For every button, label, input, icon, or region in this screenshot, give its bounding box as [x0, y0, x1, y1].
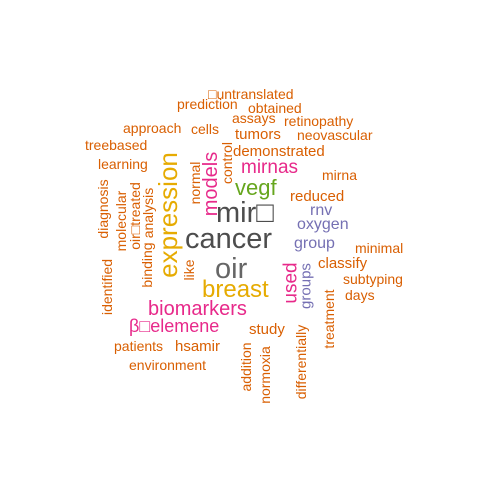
word-group: group [294, 235, 335, 252]
word-oir: oir [215, 253, 248, 285]
word-study: study [249, 321, 285, 338]
word-reduced: reduced [290, 188, 345, 205]
word-normoxia: normoxia [257, 346, 273, 404]
word-minimal: minimal [355, 240, 404, 256]
word-tumors: tumors [235, 126, 281, 143]
word-identified: identified [99, 258, 115, 316]
word-control: control [219, 141, 235, 185]
word-analysis: analysis [140, 187, 156, 239]
word-assays: assays [232, 110, 276, 126]
word-binding: binding [139, 242, 155, 288]
word-classify: classify [318, 255, 368, 272]
word-retinopathy: retinopathy [284, 113, 354, 129]
word-patients: patients [114, 338, 164, 354]
word-cells: cells [191, 121, 220, 137]
word-untranslated: □untranslated [208, 86, 294, 102]
word-approach: approach [123, 120, 182, 136]
word-treebased: treebased [85, 137, 148, 153]
word-learning: learning [98, 156, 148, 172]
word-vegf: vegf [235, 175, 277, 200]
word-demonstrated: demonstrated [233, 143, 325, 160]
word-like: like [181, 259, 197, 281]
word-days: days [345, 287, 375, 303]
word-normal: normal [187, 161, 203, 205]
word-diagnosis: diagnosis [95, 179, 111, 239]
word-neovascular: neovascular [297, 127, 373, 143]
word-hsamir: hsamir [175, 338, 221, 355]
word-breast: breast [202, 276, 269, 303]
word-rnv: rnv [310, 202, 333, 219]
word-biomarkers: biomarkers [148, 298, 247, 320]
word-mirnas: mirnas [241, 157, 299, 178]
word-obtained: obtained [248, 100, 302, 116]
word-cancer: cancer [185, 223, 273, 255]
word-environment: environment [129, 357, 207, 373]
word-mirna: mirna [322, 167, 358, 183]
word-mir: mir□ [216, 197, 274, 229]
word-subtyping: subtyping [343, 271, 403, 287]
word-expression: expression [153, 152, 183, 278]
word-treatment: treatment [321, 289, 337, 349]
word-addition: addition [238, 342, 254, 392]
word-prediction: prediction [177, 96, 238, 112]
word-differentially: differentially [293, 324, 309, 400]
word-groups: groups [297, 263, 315, 309]
word-models: models [200, 151, 222, 217]
word-oxygen: oxygen [297, 216, 349, 233]
word-beta-elemene: β□elemene [129, 316, 220, 336]
word-molecular: molecular [113, 190, 129, 252]
